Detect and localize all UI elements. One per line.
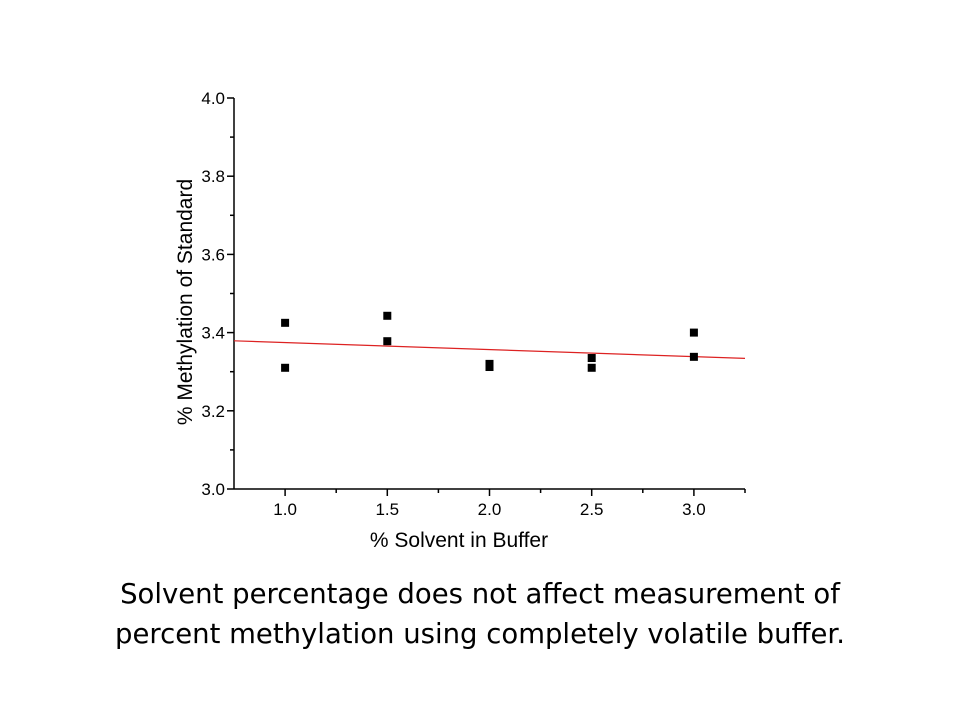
data-point <box>485 363 494 372</box>
trendline <box>233 340 746 360</box>
x-tick-label: 1.5 <box>375 500 399 519</box>
x-tick-label: 3.0 <box>682 500 706 519</box>
data-point <box>281 318 290 327</box>
axis-ticks: 3.0 3.2 3.4 3.6 3.8 4.0 1.0 1.5 2.0 2.5 3.0 <box>201 89 746 519</box>
data-point <box>587 363 596 372</box>
y-tick-label: 3.8 <box>201 167 225 186</box>
y-tick-label: 4.0 <box>201 89 225 108</box>
data-points <box>281 311 698 372</box>
data-point <box>689 352 698 361</box>
y-tick-label: 3.6 <box>201 245 225 264</box>
x-tick-label: 2.0 <box>478 500 502 519</box>
x-tick-label: 2.5 <box>580 500 604 519</box>
data-point <box>383 311 392 320</box>
trendline-group <box>233 340 746 360</box>
data-point <box>281 363 290 372</box>
caption-line-2: percent methylation using completely vol… <box>115 618 845 650</box>
data-point <box>383 337 392 346</box>
data-point <box>587 354 596 363</box>
y-tick-label: 3.2 <box>201 402 225 421</box>
caption: Solvent percentage does not affect measu… <box>0 574 960 654</box>
data-point <box>689 328 698 337</box>
y-tick-label: 3.0 <box>201 480 225 499</box>
caption-line-1: Solvent percentage does not affect measu… <box>120 578 840 610</box>
axes <box>233 98 745 490</box>
x-axis-label: % Solvent in Buffer <box>370 529 548 552</box>
y-axis-label: % Methylation of Standard <box>174 179 197 425</box>
y-tick-label: 3.4 <box>201 324 225 343</box>
x-tick-label: 1.0 <box>273 500 297 519</box>
